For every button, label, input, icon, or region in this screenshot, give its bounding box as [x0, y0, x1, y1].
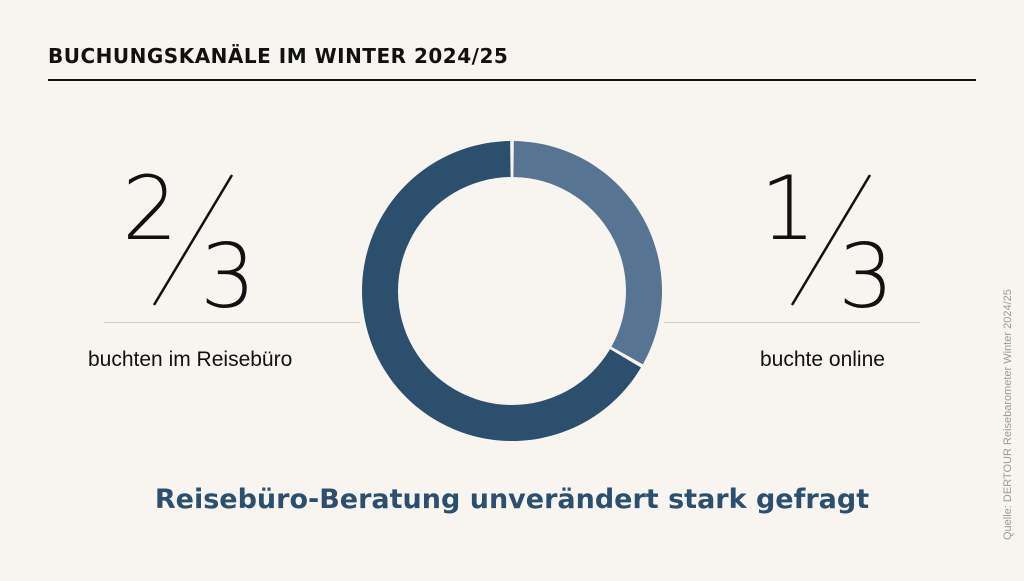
fraction-left: 2 3 [122, 157, 272, 321]
caption-right: buchte online [760, 348, 885, 371]
fraction-slash-left [152, 174, 234, 306]
fraction-left-denominator: 3 [200, 225, 256, 328]
fraction-slash-right [790, 174, 872, 306]
fraction-right-denominator: 3 [838, 225, 894, 328]
headline: Reisebüro-Beratung unverändert stark gef… [154, 484, 870, 515]
donut-slice-online [513, 141, 662, 365]
source-text: Quelle: DERTOUR Reisebarometer Winter 20… [1002, 289, 1014, 540]
divider-left [104, 322, 360, 323]
divider-right [664, 322, 920, 323]
chart-title: BUCHUNGSKANÄLE IM WINTER 2024/25 [48, 44, 509, 68]
caption-left: buchten im Reisebüro [88, 348, 293, 371]
donut-chart [362, 141, 662, 441]
fraction-right-numerator: 1 [760, 157, 816, 260]
fraction-right: 1 3 [760, 157, 910, 321]
title-rule [48, 79, 976, 81]
source-note: Quelle: DERTOUR Reisebarometer Winter 20… [998, 289, 1018, 540]
fraction-left-numerator: 2 [122, 157, 178, 260]
